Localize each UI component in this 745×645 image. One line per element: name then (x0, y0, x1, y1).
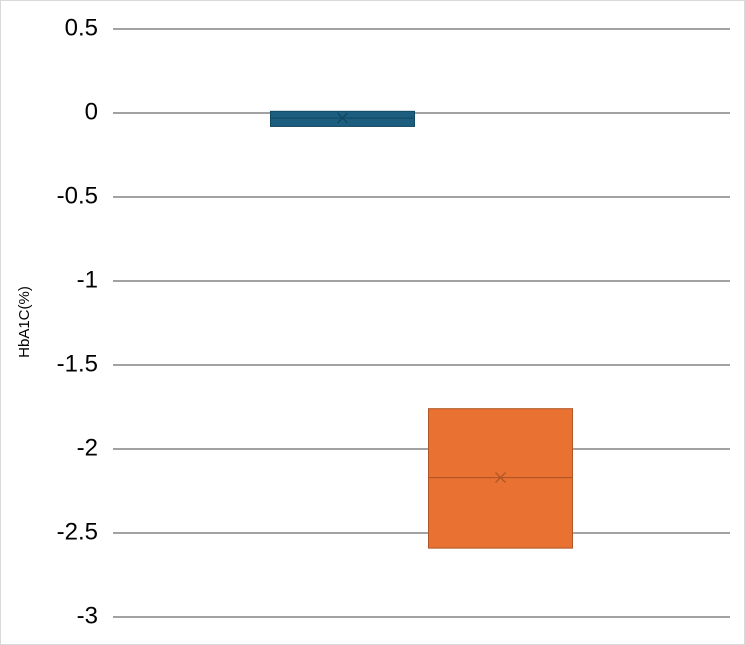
y-tick-label: -3 (77, 602, 98, 629)
mean-marker (337, 112, 348, 124)
y-tick-label: -2 (77, 434, 98, 461)
y-tick-label: -1 (77, 266, 98, 293)
y-tick-label: -0.5 (57, 182, 98, 209)
mean-marker (495, 472, 506, 484)
y-tick-label: 0.5 (65, 14, 98, 41)
y-tick-label: -2.5 (57, 518, 98, 545)
y-tick-label: 0 (85, 98, 98, 125)
y-tick-label: -1.5 (57, 350, 98, 377)
y-axis-label: HbA1C(%) (16, 286, 33, 358)
